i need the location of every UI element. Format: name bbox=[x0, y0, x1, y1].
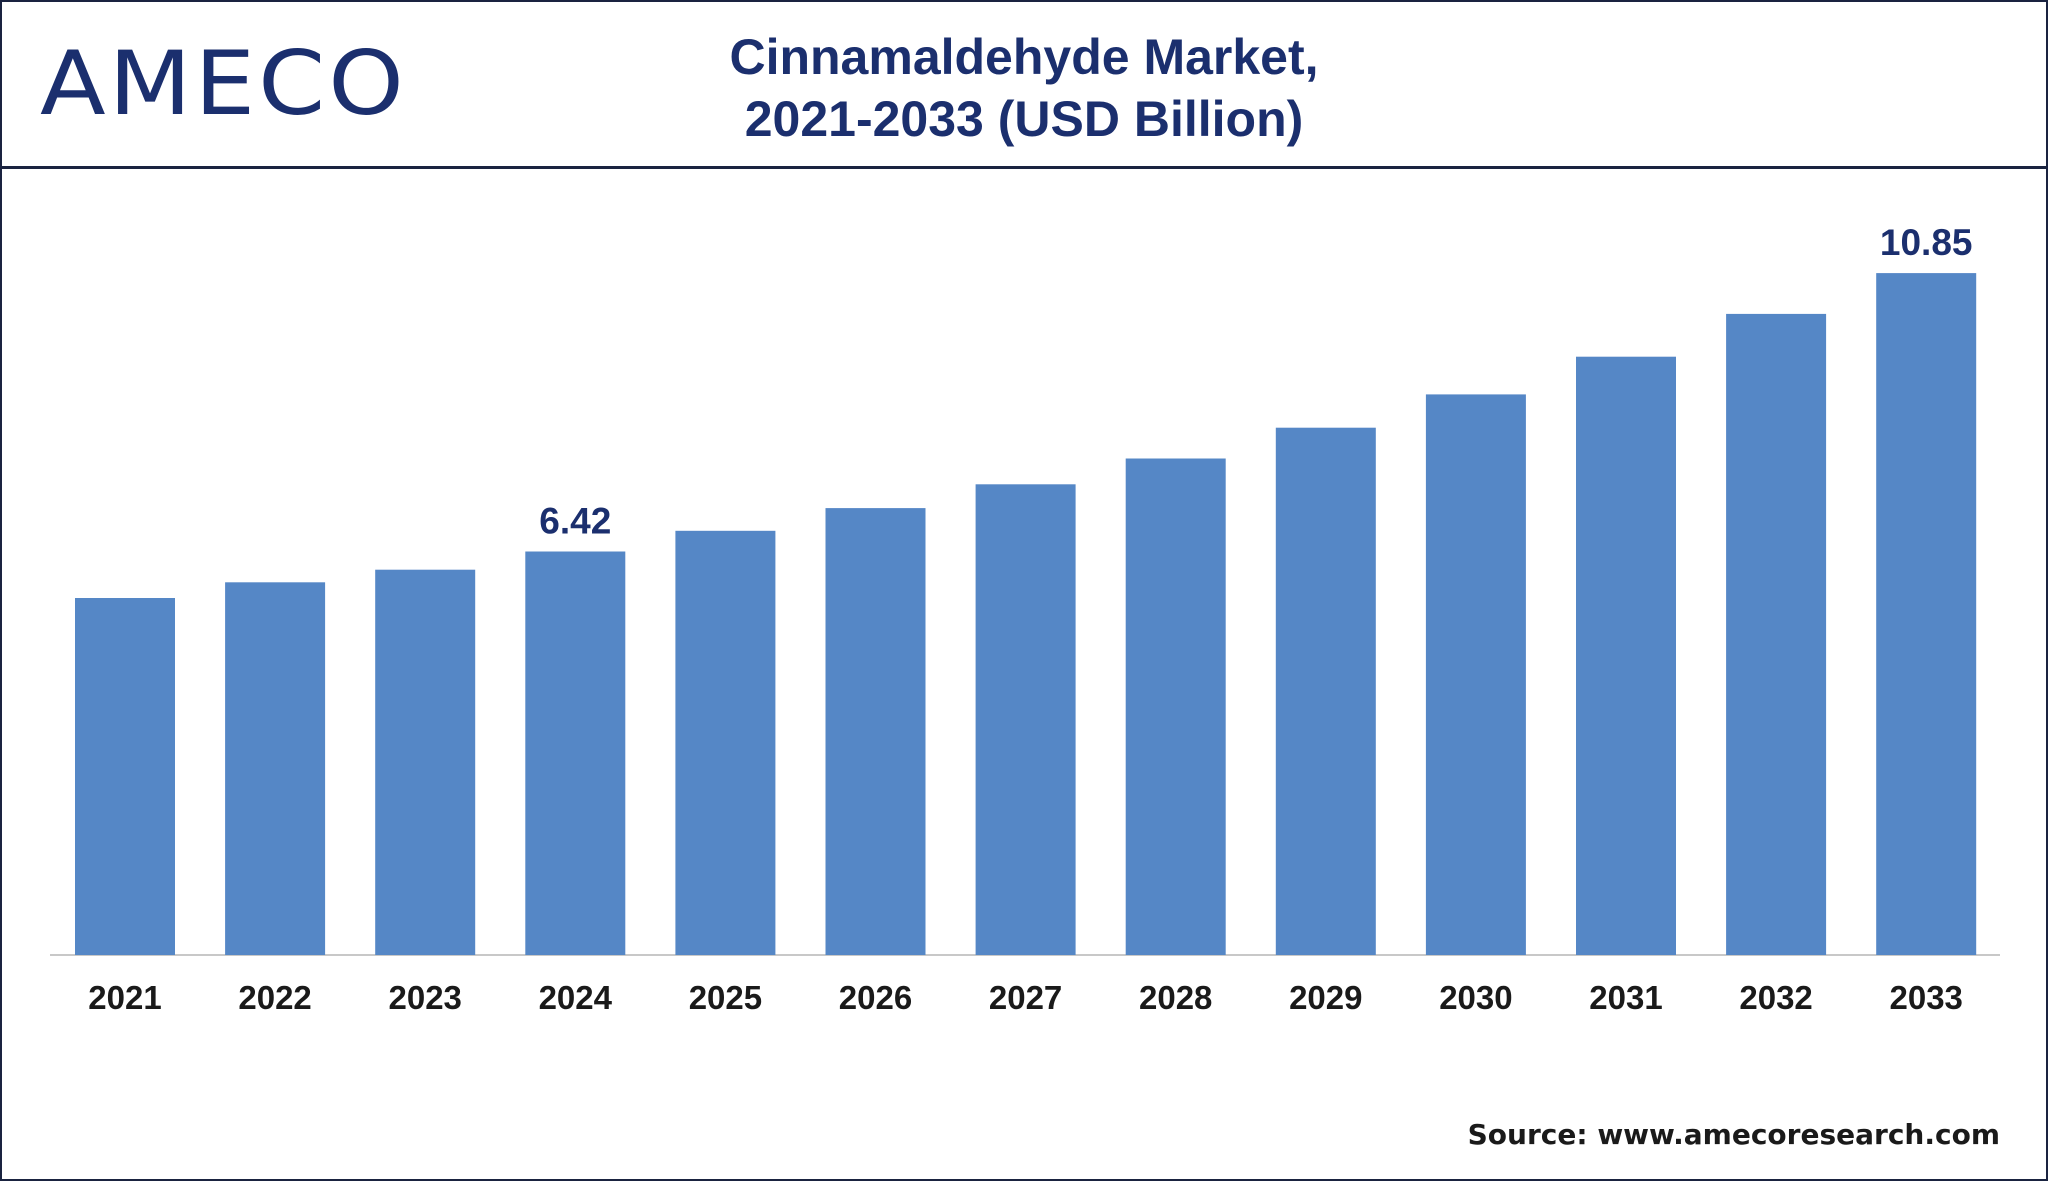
x-tick-label-2024: 2024 bbox=[539, 979, 613, 1016]
chart-title-line-2: 2021-2033 (USD Billion) bbox=[744, 91, 1304, 147]
bar-2025 bbox=[675, 530, 776, 955]
x-tick-label-2027: 2027 bbox=[989, 979, 1062, 1016]
header-divider bbox=[0, 166, 2048, 169]
x-tick-label-2031: 2031 bbox=[1589, 979, 1662, 1016]
bar-2030 bbox=[1425, 394, 1526, 955]
data-label-2024: 6.42 bbox=[539, 501, 611, 542]
bar-2027 bbox=[975, 484, 1076, 955]
bar-2029 bbox=[1275, 427, 1376, 955]
x-tick-label-2022: 2022 bbox=[238, 979, 311, 1016]
x-tick-label-2033: 2033 bbox=[1889, 979, 1962, 1016]
chart-title: Cinnamaldehyde Market, 2021-2033 (USD Bi… bbox=[2, 26, 2046, 150]
x-tick-label-2025: 2025 bbox=[689, 979, 762, 1016]
x-tick-label-2030: 2030 bbox=[1439, 979, 1512, 1016]
x-tick-label-2023: 2023 bbox=[388, 979, 461, 1016]
x-tick-label-2029: 2029 bbox=[1289, 979, 1362, 1016]
bar-2023 bbox=[375, 569, 476, 955]
x-tick-label-2026: 2026 bbox=[839, 979, 912, 1016]
chart-title-line-1: Cinnamaldehyde Market, bbox=[729, 29, 1319, 85]
bar-2021 bbox=[75, 598, 175, 955]
bar-2024 bbox=[525, 551, 626, 955]
bar-2022 bbox=[225, 582, 326, 955]
data-label-2033: 10.85 bbox=[1880, 222, 1973, 263]
x-tick-label-2021: 2021 bbox=[88, 979, 161, 1016]
source-note: Source: www.amecoresearch.com bbox=[1467, 1118, 2000, 1151]
bar-2026 bbox=[825, 508, 926, 955]
bar-2028 bbox=[1125, 458, 1226, 955]
bar-2032 bbox=[1726, 313, 1827, 955]
header: AMECO Cinnamaldehyde Market, 2021-2033 (… bbox=[2, 2, 2046, 166]
x-tick-label-2028: 2028 bbox=[1139, 979, 1212, 1016]
x-tick-label-2032: 2032 bbox=[1739, 979, 1812, 1016]
bar-2031 bbox=[1576, 356, 1676, 955]
ameco-logo: AMECO bbox=[40, 32, 407, 136]
bar-2033 bbox=[1876, 273, 1977, 956]
